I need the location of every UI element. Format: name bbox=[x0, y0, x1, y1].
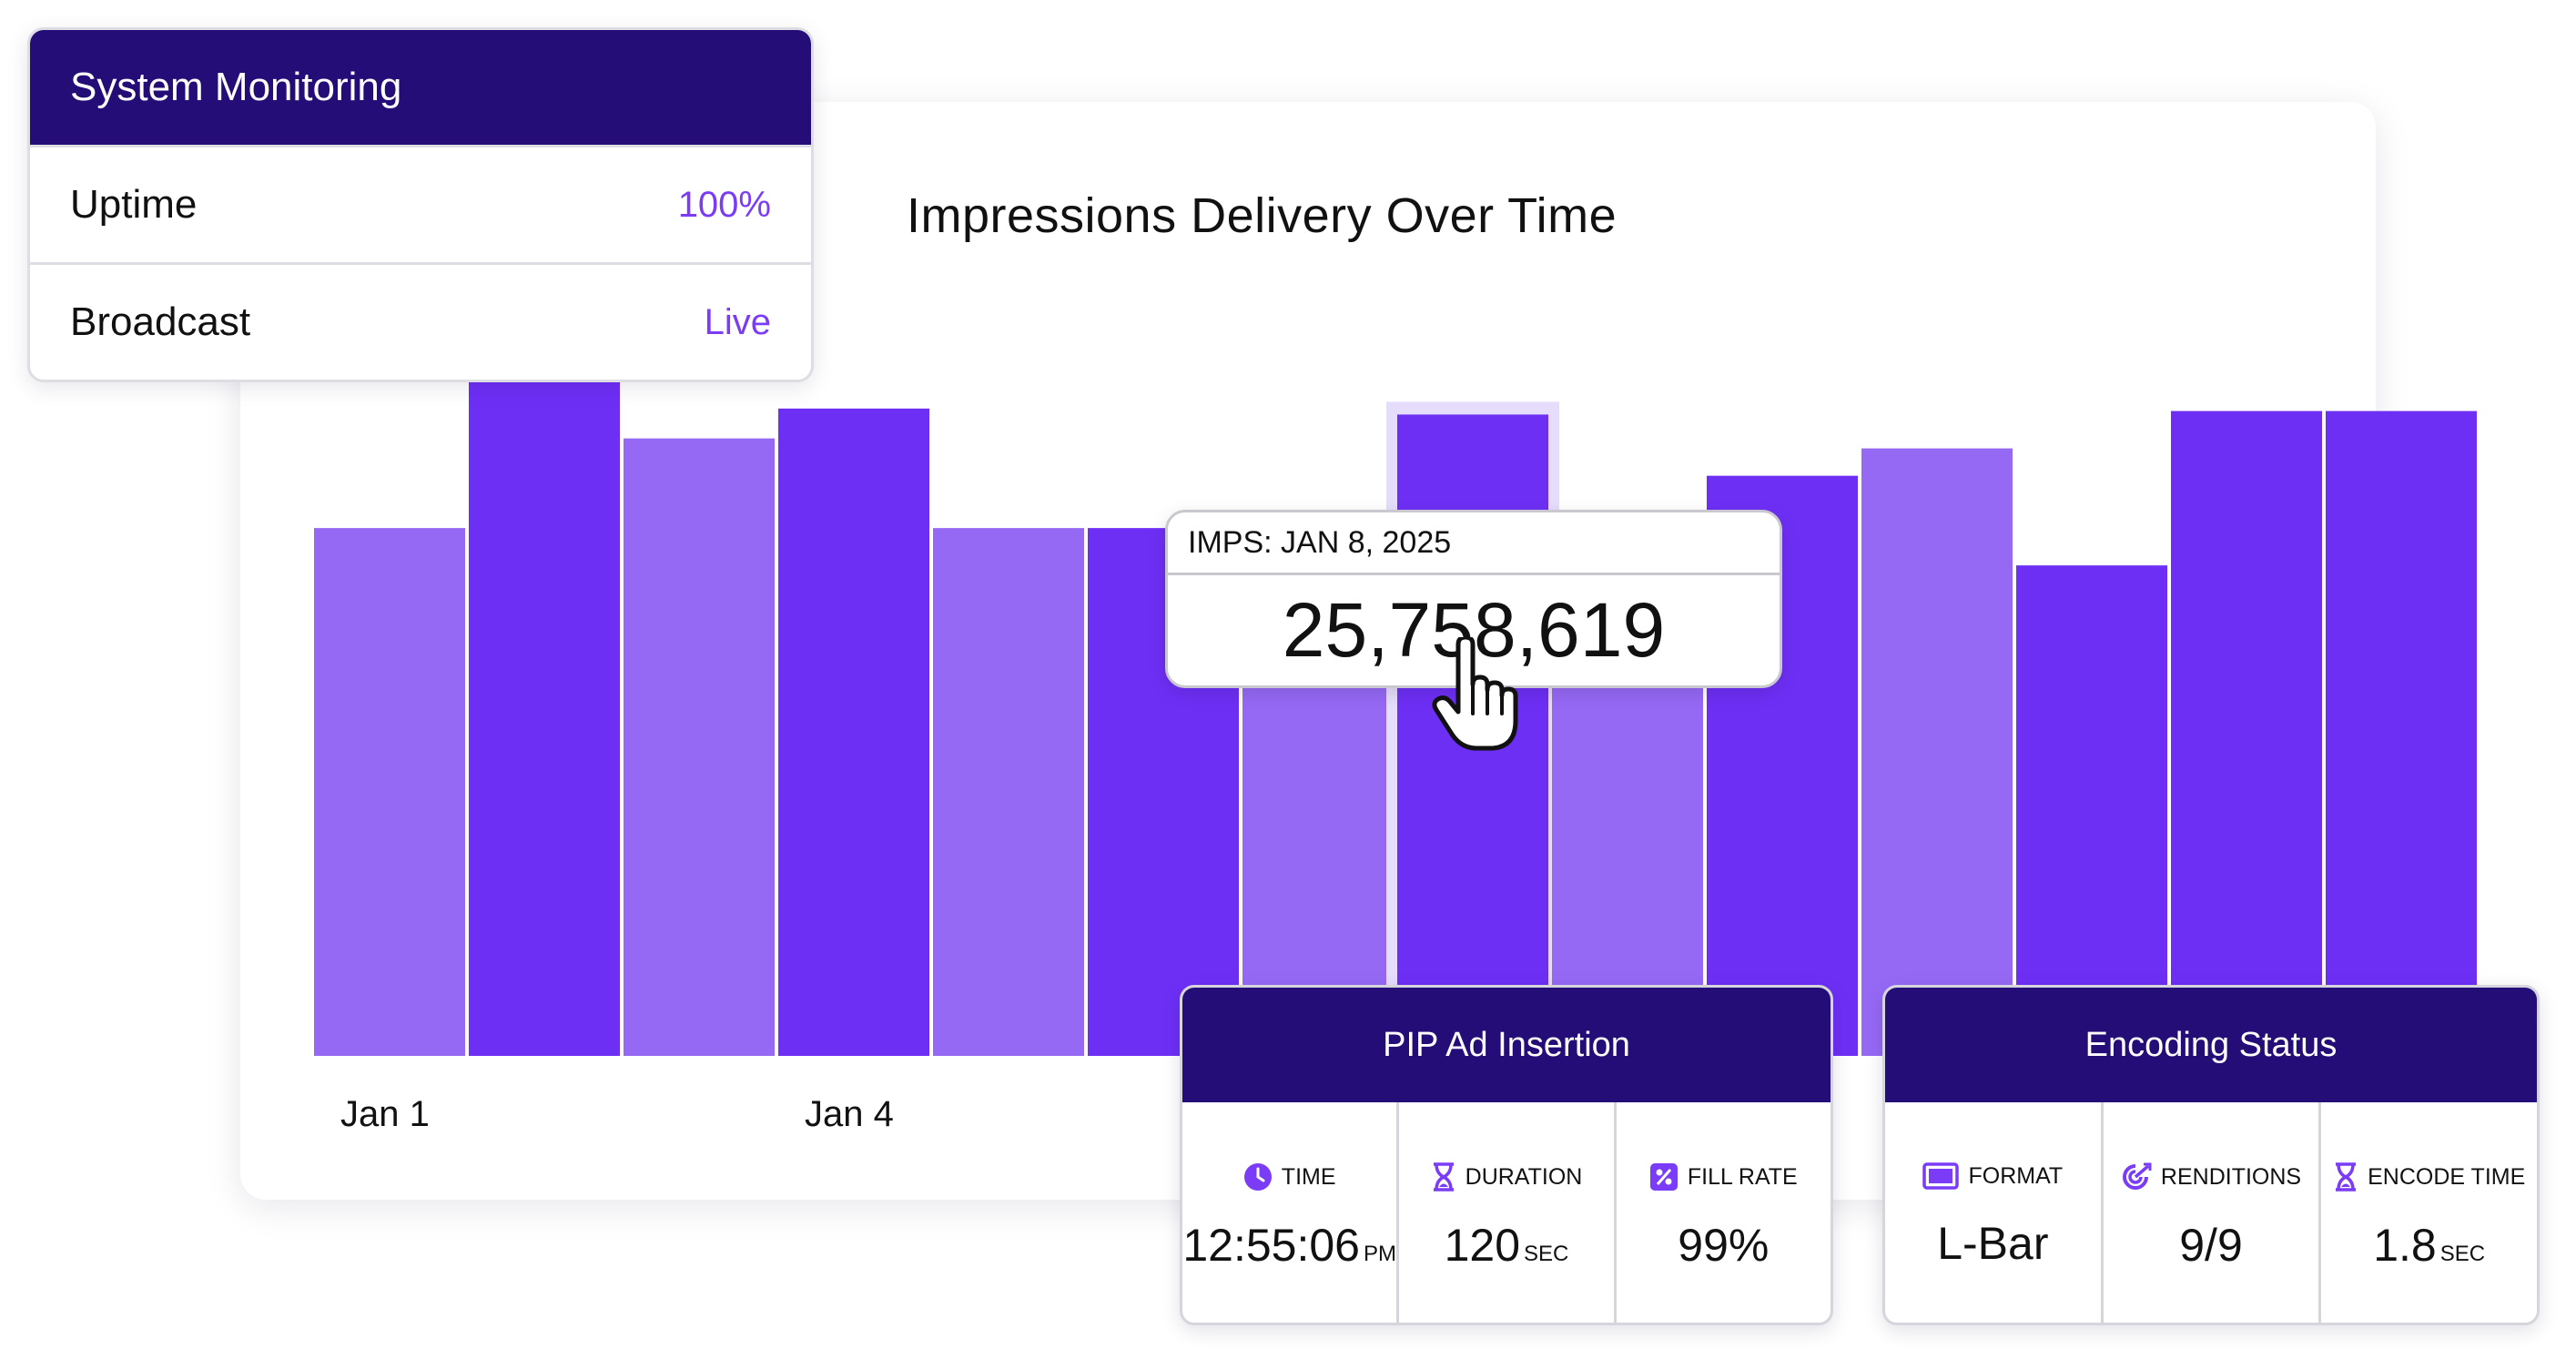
duration-value: 120 bbox=[1444, 1220, 1521, 1271]
percent-icon bbox=[1649, 1163, 1678, 1191]
fill-rate-stat: FILL RATE 99% bbox=[1613, 1102, 1831, 1323]
encoding-panel-title: Encoding Status bbox=[1885, 988, 2537, 1102]
duration-label: DURATION bbox=[1465, 1163, 1583, 1190]
encode-time-stat: ENCODE TIME 1.8 SEC bbox=[2318, 1102, 2537, 1323]
pip-panel-title: PIP Ad Insertion bbox=[1182, 988, 1831, 1102]
hand-cursor-icon bbox=[1432, 637, 1518, 751]
renditions-value: 9/9 bbox=[2179, 1220, 2243, 1271]
encode-time-value: 1.8 bbox=[2373, 1220, 2437, 1271]
format-value: L-Bar bbox=[1937, 1218, 2049, 1269]
bar[interactable] bbox=[2326, 411, 2477, 1056]
uptime-label: Uptime bbox=[70, 182, 198, 227]
duration-stat: DURATION 120 SEC bbox=[1396, 1102, 1613, 1323]
x-tick-label: Jan 1 bbox=[340, 1094, 430, 1134]
uptime-row: Uptime 100% bbox=[30, 145, 811, 262]
time-unit: PM bbox=[1363, 1242, 1396, 1266]
format-label: FORMAT bbox=[1968, 1162, 2064, 1189]
system-monitoring-title: System Monitoring bbox=[30, 30, 811, 145]
pip-ad-insertion-panel: PIP Ad Insertion TIME 12:55:06 PM DURATIO… bbox=[1180, 985, 1833, 1325]
broadcast-value: Live bbox=[704, 301, 771, 342]
bar[interactable] bbox=[624, 438, 775, 1056]
uptime-value: 100% bbox=[677, 184, 771, 225]
encode-time-unit: SEC bbox=[2439, 1242, 2486, 1266]
time-stat: TIME 12:55:06 PM bbox=[1182, 1102, 1396, 1323]
bar[interactable] bbox=[314, 528, 465, 1056]
bar[interactable] bbox=[933, 528, 1084, 1056]
encode-time-label: ENCODE TIME bbox=[2368, 1163, 2526, 1190]
renditions-icon bbox=[2122, 1162, 2152, 1190]
fill-rate-label: FILL RATE bbox=[1687, 1163, 1798, 1190]
broadcast-label: Broadcast bbox=[70, 299, 251, 344]
bar[interactable] bbox=[778, 408, 929, 1057]
fill-rate-value: 99% bbox=[1678, 1220, 1770, 1271]
clock-icon bbox=[1243, 1163, 1272, 1191]
time-value: 12:55:06 bbox=[1182, 1220, 1360, 1271]
format-stat: FORMAT L-Bar bbox=[1885, 1102, 2101, 1323]
duration-unit: SEC bbox=[1524, 1242, 1569, 1266]
bar[interactable] bbox=[2016, 565, 2167, 1056]
bar[interactable] bbox=[2171, 411, 2322, 1056]
hourglass-icon bbox=[1433, 1162, 1454, 1192]
tooltip-header: IMPS: JAN 8, 2025 bbox=[1168, 512, 1780, 575]
hourglass-icon bbox=[2336, 1162, 2357, 1192]
broadcast-row: Broadcast Live bbox=[30, 262, 811, 380]
encoding-status-panel: Encoding Status FORMAT L-Bar RENDITIONS … bbox=[1882, 985, 2540, 1325]
bar[interactable] bbox=[1861, 448, 2013, 1056]
time-label: TIME bbox=[1281, 1163, 1336, 1190]
chart-title: Impressions Delivery Over Time bbox=[907, 188, 1618, 243]
bar[interactable] bbox=[469, 379, 620, 1056]
renditions-label: RENDITIONS bbox=[2160, 1163, 2302, 1190]
x-tick-label: Jan 4 bbox=[805, 1094, 894, 1134]
renditions-stat: RENDITIONS 9/9 bbox=[2100, 1102, 2319, 1323]
system-monitoring-card: System Monitoring Uptime 100% Broadcast … bbox=[27, 27, 814, 382]
screen-icon bbox=[1922, 1162, 1960, 1190]
